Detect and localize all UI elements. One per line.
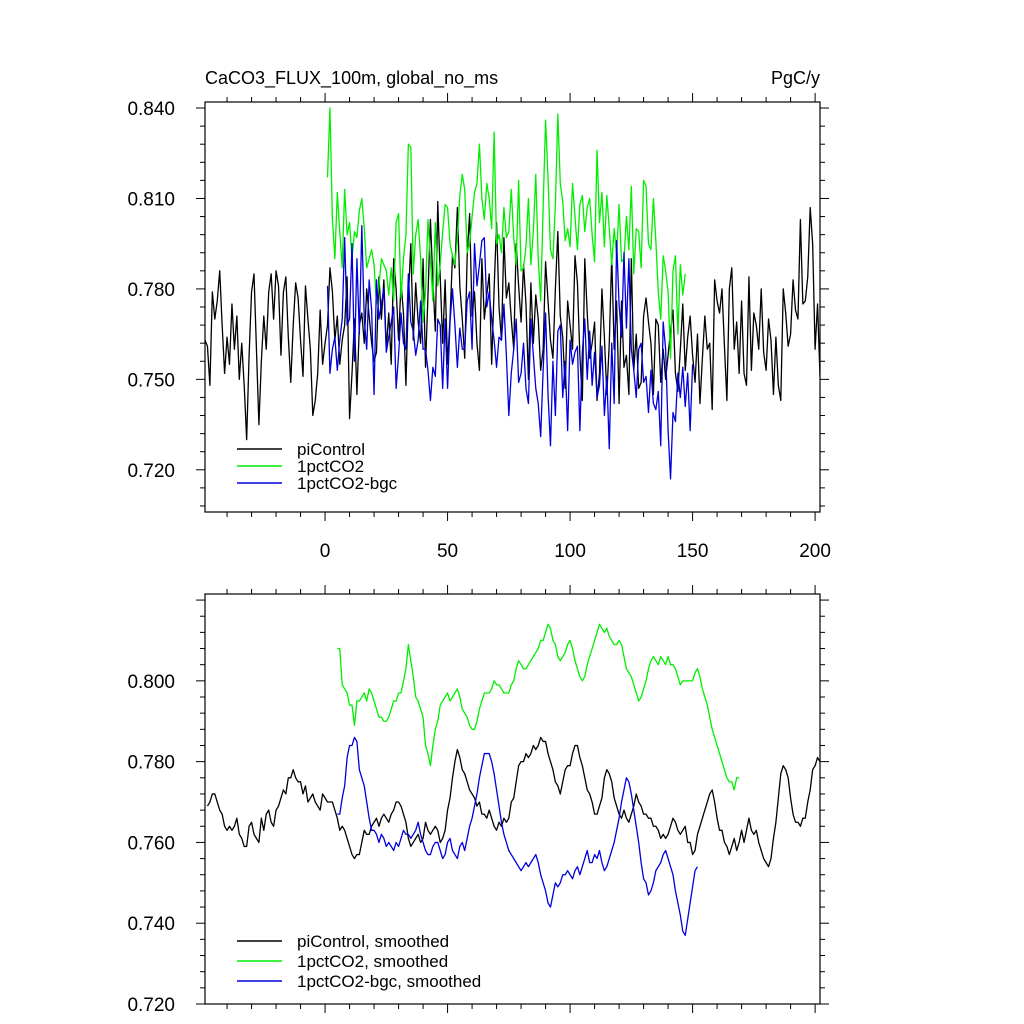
bottom-plot-frame — [204, 593, 821, 1005]
bottom-series-line-1pctco2-bgc-smoothed — [337, 736, 699, 936]
bottom-series-line-picontrol-smoothed — [206, 736, 820, 868]
top-x-tick-label: 0 — [320, 541, 331, 562]
bottom-y-tick-label: 0.760 — [127, 833, 175, 854]
bottom-y-tick-label: 0.740 — [127, 914, 175, 935]
bottom-y-tick-label: 0.720 — [127, 995, 175, 1016]
bottom-legend-label: 1pctCO2-bgc, smoothed — [297, 972, 481, 991]
bottom-y-tick-label: 0.780 — [127, 753, 175, 774]
top-legend-label: 1pctCO2 — [297, 457, 364, 476]
top-x-tick-label: 150 — [677, 541, 709, 562]
top-series-line-1pctco2 — [326, 107, 686, 359]
top-y-tick-label: 0.750 — [127, 370, 175, 391]
top-x-tick-label: 50 — [437, 541, 458, 562]
top-panel: 0.720 0.750 0.780 0.810 0.840 0 50 100 150 200 CaC… — [127, 68, 831, 562]
top-y-tick-label: 0.720 — [127, 461, 175, 482]
top-x-tick-label: 100 — [554, 541, 586, 562]
top-units-label: PgC/y — [771, 68, 820, 88]
top-y-tick-label: 0.840 — [127, 99, 175, 120]
top-series-line-picontrol — [205, 200, 820, 441]
top-chart-title: CaCO3_FLUX_100m, global_no_ms — [205, 68, 498, 89]
top-series-line-1pctco2-bgc — [326, 224, 694, 480]
top-y-tick-label: 0.780 — [127, 280, 175, 301]
bottom-series-line-1pctco2-smoothed — [337, 623, 740, 791]
top-legend-label: piControl — [297, 440, 365, 459]
top-y-tick-label: 0.810 — [127, 189, 175, 210]
bottom-legend-label: 1pctCO2, smoothed — [297, 952, 448, 971]
top-x-tick-label: 200 — [799, 541, 831, 562]
bottom-panel: 0.720 0.740 0.760 0.780 0.800 piControl, smoo… — [127, 585, 829, 1016]
bottom-y-tick-label: 0.800 — [127, 672, 175, 693]
bottom-legend-label: piControl, smoothed — [297, 932, 449, 951]
top-legend-label: 1pctCO2-bgc — [297, 474, 398, 493]
